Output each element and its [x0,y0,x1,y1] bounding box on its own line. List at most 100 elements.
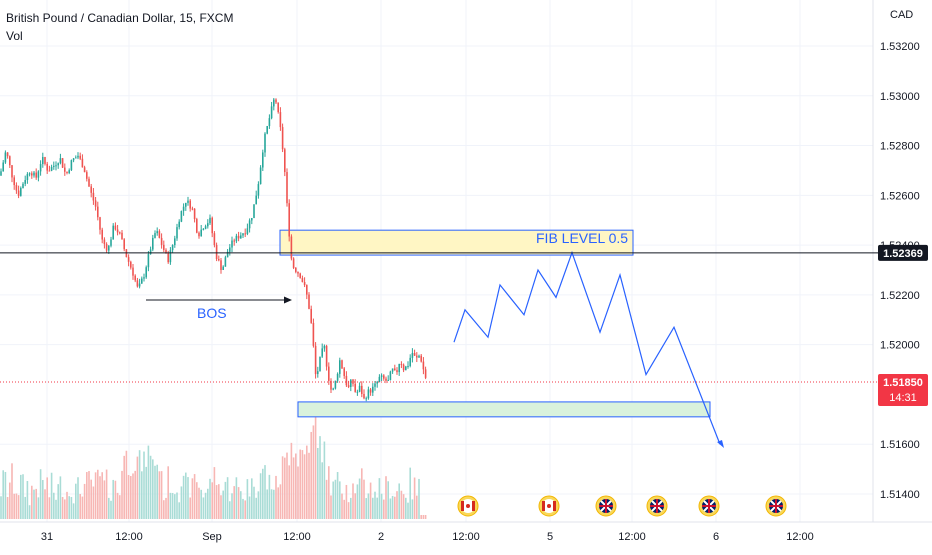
volume-bar [180,486,183,519]
demand-zone[interactable] [297,401,711,418]
candle-body [259,167,262,185]
candle-body [339,360,341,374]
volume-bar [380,493,383,519]
candle-body [229,247,231,252]
current-price-tag-background [878,374,928,406]
volume-bar [299,449,301,519]
volume-bar [378,478,381,519]
time-tick-label: Sep [202,531,222,543]
volume-bar [171,492,174,519]
volume-bar [334,479,337,519]
volume-bar [389,498,392,519]
volume-bar [400,490,403,519]
candle-body [255,195,257,205]
uk-event-flag-icon[interactable] [595,495,617,517]
candle-body [378,376,381,382]
volume-bar [407,502,409,519]
volume-bar [9,482,11,519]
volume-bar [244,500,246,519]
volume-indicator-label[interactable]: Vol [6,29,23,43]
bos-annotation[interactable]: BOS [146,296,292,322]
volume-bar [103,480,106,519]
candle-body [28,173,31,175]
price-tick-label: 1.52600 [880,190,920,202]
volume-bar [185,472,187,519]
candle-body [66,171,68,173]
candle-body [20,188,22,196]
candle-body [308,294,310,309]
uk-event-flag-icon[interactable] [646,495,668,517]
candle-body [185,202,187,207]
candle-body [218,259,220,261]
candle-body [273,99,275,107]
candle-body [400,363,403,365]
volume-bar [259,473,262,519]
candle-body [363,393,365,399]
volume-bar [156,464,158,519]
volume-bar [70,496,73,519]
candle-body [48,170,51,172]
volume-bar [189,497,191,519]
candle-body [0,171,2,176]
price-scale[interactable]: 1.532001.530001.528001.526001.524001.522… [880,41,920,501]
volume-bar [39,469,42,519]
fib-zone[interactable] [279,229,634,256]
volume-bar [303,454,306,519]
candle-body [387,379,389,381]
candle-body [385,378,387,381]
candle-body [264,133,266,153]
volume-bar [391,495,394,519]
canada-event-flag-icon[interactable] [457,495,479,517]
volume-bar [44,489,46,519]
candle-body [116,229,119,233]
projection-polyline[interactable] [453,250,721,445]
volume-bar [101,472,103,519]
volume-bar [46,477,48,519]
candle-body [114,225,117,230]
candle-body [416,355,418,358]
candle-body [169,250,172,263]
candle-body [275,99,277,103]
price-tick-label: 1.51400 [880,489,920,501]
candle-body [367,389,370,399]
volume-bar [409,467,411,519]
candle-body [345,375,348,386]
candle-body [2,162,4,172]
symbol-title[interactable]: British Pound / Canadian Dollar, 15, FXC… [6,11,233,25]
volume-bar [275,475,277,519]
candle-body [336,373,339,381]
volume-bar [402,494,405,519]
volume-bar [347,502,350,519]
volume-bar [158,471,161,519]
volume-bar [376,497,378,519]
candle-body [356,391,359,393]
candle-body [174,238,176,246]
volume-bar [288,465,290,519]
volume-bar [204,492,207,519]
volume-bar [418,478,420,519]
volume-bar [24,496,26,519]
volume-bar [59,476,62,519]
candle-body [42,157,44,165]
volume-bar [110,500,112,519]
volume-bar [215,485,218,519]
candle-body [295,267,297,272]
canada-event-flag-icon[interactable] [538,495,560,517]
volume-bar [6,497,9,519]
volume-bar [123,455,125,519]
candle-body [165,249,167,253]
uk-event-flag-icon[interactable] [698,495,720,517]
candle-body [303,282,306,286]
candle-body [237,235,240,239]
time-scale[interactable]: 31 12:00 Sep 12:00 2 12:00 5 12:00 6 12:00 [41,531,814,543]
candle-body [402,364,405,371]
volume-bar [112,479,114,519]
volume-bar [163,500,165,519]
candle-body [319,356,321,372]
uk-event-flag-icon[interactable] [765,495,787,517]
candle-body [215,245,218,260]
candle-body [55,165,57,167]
time-tick-label: 6 [713,531,719,543]
candle-body [15,185,18,191]
